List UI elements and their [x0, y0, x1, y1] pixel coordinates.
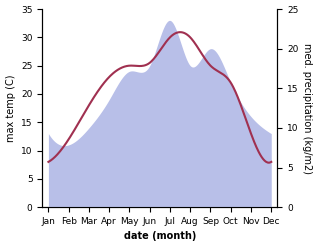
Y-axis label: med. precipitation (kg/m2): med. precipitation (kg/m2)	[302, 43, 313, 174]
X-axis label: date (month): date (month)	[124, 231, 196, 242]
Y-axis label: max temp (C): max temp (C)	[5, 74, 16, 142]
